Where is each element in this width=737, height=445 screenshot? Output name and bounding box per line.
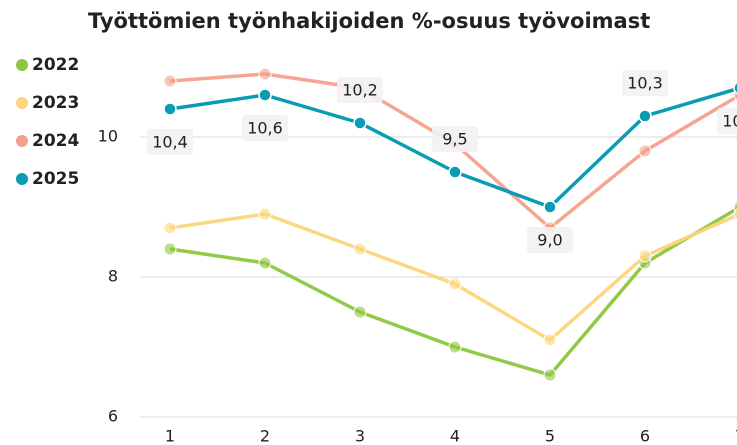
marker	[258, 207, 272, 221]
marker	[448, 277, 462, 291]
x-tick-label: 5	[545, 427, 555, 445]
data-label: 10,3	[622, 70, 668, 96]
data-label-box	[337, 77, 383, 103]
marker	[638, 144, 652, 158]
data-label: 9,0	[527, 227, 573, 253]
marker	[543, 333, 557, 347]
marker	[638, 249, 652, 263]
x-tick-label: 3	[355, 427, 365, 445]
marker	[353, 305, 367, 319]
y-tick-label: 6	[108, 407, 118, 426]
marker	[258, 256, 272, 270]
data-label-box	[622, 70, 668, 96]
marker	[258, 88, 272, 102]
marker	[353, 116, 367, 130]
data-label-box	[242, 115, 288, 141]
y-tick-label: 8	[108, 267, 118, 286]
data-label-text: 9,0	[537, 231, 562, 250]
legend-marker	[16, 135, 28, 147]
marker	[733, 208, 737, 220]
marker	[353, 242, 367, 256]
x-tick-label: 4	[450, 427, 460, 445]
marker	[733, 81, 737, 95]
marker	[163, 221, 177, 235]
data-label-text: 10,2	[342, 81, 378, 100]
data-label: 10,4	[147, 129, 193, 155]
data-label-text: 9,5	[442, 130, 467, 149]
legend-marker	[16, 59, 28, 71]
legend-marker	[16, 173, 28, 185]
marker	[448, 340, 462, 354]
data-label: 9,5	[432, 126, 478, 152]
data-label-text: 10,4	[152, 133, 188, 152]
x-tick-label: 7	[735, 427, 737, 445]
legend-label: 2025	[32, 169, 79, 189]
legend-label: 2023	[32, 93, 79, 113]
marker	[543, 368, 557, 382]
data-label: 10,7	[717, 108, 737, 134]
data-label-box	[527, 227, 573, 253]
legend-label: 2022	[32, 55, 79, 75]
data-label-text: 10,7	[722, 112, 737, 131]
x-tick-label: 6	[640, 427, 650, 445]
data-label-text: 10,6	[247, 119, 283, 138]
marker	[543, 200, 557, 214]
chart-title: Työttömien työnhakijoiden %-osuus työvoi…	[88, 9, 650, 33]
data-label-box	[717, 108, 737, 134]
marker	[638, 109, 652, 123]
data-label-box	[432, 126, 478, 152]
y-tick-label: 10	[98, 127, 118, 146]
marker	[163, 74, 177, 88]
data-label: 10,2	[337, 77, 383, 103]
data-label: 10,6	[242, 115, 288, 141]
marker	[258, 67, 272, 81]
legend-label: 2024	[32, 131, 79, 151]
data-label-box	[147, 129, 193, 155]
x-tick-label: 1	[165, 427, 175, 445]
marker	[448, 165, 462, 179]
x-tick-label: 2	[260, 427, 270, 445]
data-label-text: 10,3	[627, 74, 663, 93]
marker	[163, 242, 177, 256]
legend-marker	[16, 97, 28, 109]
marker	[163, 102, 177, 116]
